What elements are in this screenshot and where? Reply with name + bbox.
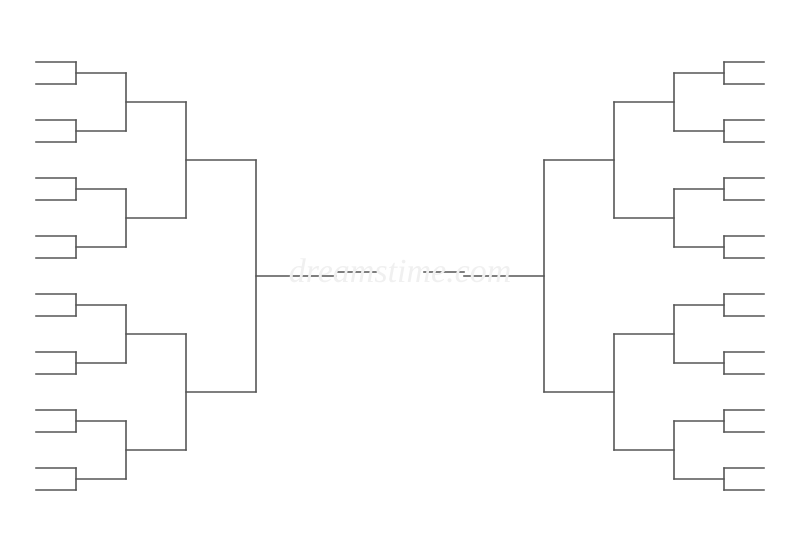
tournament-bracket	[0, 0, 800, 544]
